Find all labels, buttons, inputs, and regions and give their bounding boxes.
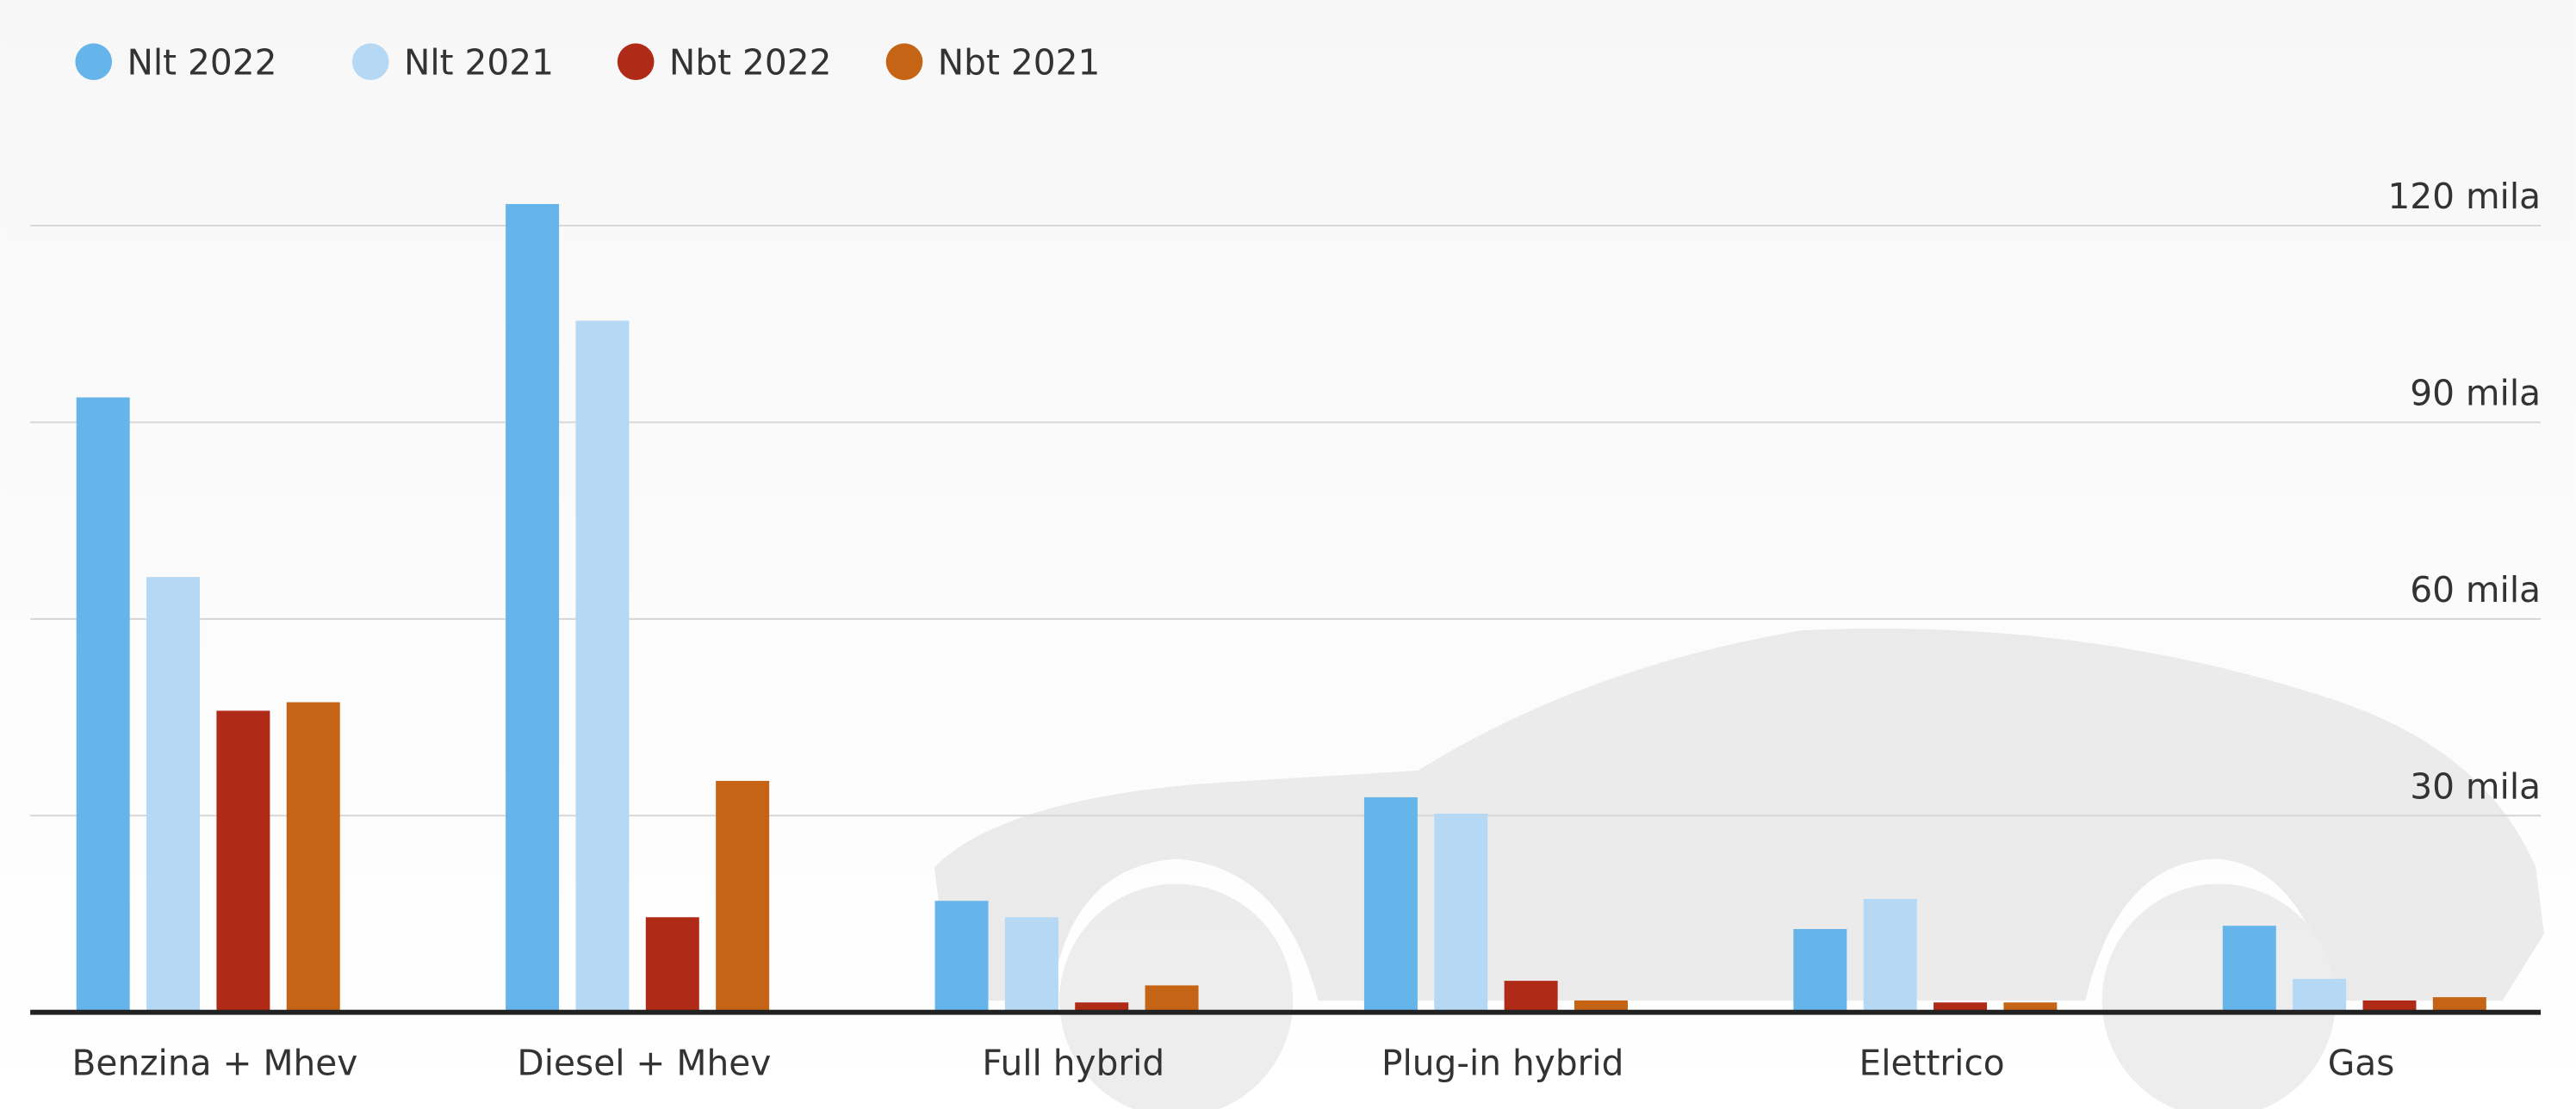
bar [2432, 997, 2486, 1013]
bar [1574, 1000, 1628, 1013]
bar [645, 917, 699, 1013]
bar [1363, 796, 1418, 1013]
bar [1004, 917, 1058, 1013]
bar [575, 320, 630, 1013]
x-tick-label: Plug-in hybrid [1381, 1043, 1624, 1084]
bar [1145, 985, 1199, 1013]
x-tick-label: Gas [2328, 1043, 2395, 1084]
bar [2362, 1000, 2417, 1013]
legend-marker [75, 43, 113, 80]
y-tick-label: 30 mila [2410, 765, 2541, 807]
x-tick-label: Benzina + Mhev [72, 1043, 358, 1084]
bar [2003, 1002, 2058, 1013]
legend-marker [351, 43, 389, 80]
bar [1075, 1002, 1129, 1013]
bar [76, 397, 130, 1013]
bar [146, 577, 201, 1013]
legend-label: Nbt 2021 [938, 42, 1101, 84]
bar [934, 901, 989, 1013]
x-tick-label: Elettrico [1859, 1043, 2005, 1084]
legend-label: Nlt 2022 [127, 42, 276, 84]
bar [1434, 813, 1488, 1013]
bar [286, 702, 340, 1013]
legend-label: Nbt 2022 [669, 42, 832, 84]
bar [216, 710, 270, 1013]
bar [1793, 928, 1847, 1013]
bar [716, 780, 770, 1013]
y-tick-label: 120 mila [2387, 176, 2541, 217]
x-tick-label: Full hybrid [982, 1043, 1164, 1084]
legend-label: Nlt 2021 [404, 42, 554, 84]
bar [2222, 926, 2276, 1013]
legend-marker [885, 43, 923, 80]
y-tick-label: 60 mila [2410, 569, 2541, 610]
bar [1934, 1002, 1988, 1013]
legend-marker [617, 43, 655, 80]
bar [2293, 978, 2347, 1013]
bar [1504, 981, 1558, 1013]
bar [506, 203, 560, 1013]
x-tick-label: Diesel + Mhev [517, 1043, 771, 1084]
y-tick-label: 90 mila [2410, 372, 2541, 413]
bar [1863, 898, 1917, 1013]
